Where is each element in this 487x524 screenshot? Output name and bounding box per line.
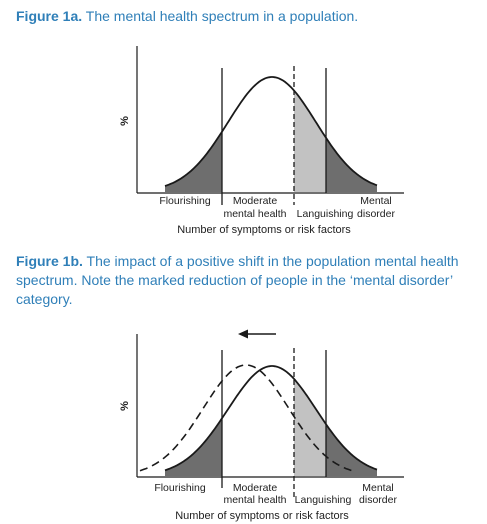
languishing-area (294, 90, 326, 192)
distribution-curve (164, 76, 378, 187)
x-axis-label: Number of symptoms or risk factors (177, 224, 351, 236)
category-disorder: disorder (357, 208, 395, 220)
figure-1a-label: Figure 1a. (16, 8, 83, 24)
category-mental: Mental (362, 482, 394, 494)
category-languishing: Languishing (295, 494, 352, 506)
category-moderate: Moderate (233, 482, 278, 494)
figure-1b-caption: Figure 1b. The impact of a positive shif… (16, 252, 477, 309)
mental-disorder-area (326, 424, 377, 476)
figure-1b-caption-text: The impact of a positive shift in the po… (16, 253, 459, 307)
category-flourishing: Flourishing (159, 195, 211, 207)
y-axis-label: % (119, 401, 131, 411)
category-moderate-line2: mental health (223, 208, 286, 220)
flourishing-area (165, 418, 222, 476)
flourishing-area (165, 131, 222, 192)
figure-1a-diagram: % Flourishing Moderate mental health Lan… (119, 46, 404, 236)
languishing-area (294, 378, 326, 476)
mental-disorder-area (326, 137, 377, 192)
category-moderate-line2: mental health (223, 494, 286, 506)
y-axis-label: % (119, 116, 131, 126)
figure-1b-label: Figure 1b. (16, 253, 83, 269)
category-moderate: Moderate (233, 195, 278, 207)
figure-1a-caption-text: The mental health spectrum in a populati… (82, 8, 359, 24)
shifted-distribution-curve (139, 364, 353, 472)
distribution-curve (164, 365, 378, 472)
figure-1b-diagram: % Flourishing Moderate mental health Lan… (119, 329, 404, 522)
category-flourishing: Flourishing (154, 482, 206, 494)
x-axis-label: Number of symptoms or risk factors (175, 510, 349, 522)
category-languishing: Languishing (297, 208, 354, 220)
category-mental: Mental (360, 195, 392, 207)
shift-left-arrow-icon (238, 329, 276, 339)
category-disorder: disorder (359, 494, 397, 506)
figure-1a-caption: Figure 1a. The mental health spectrum in… (16, 7, 477, 26)
